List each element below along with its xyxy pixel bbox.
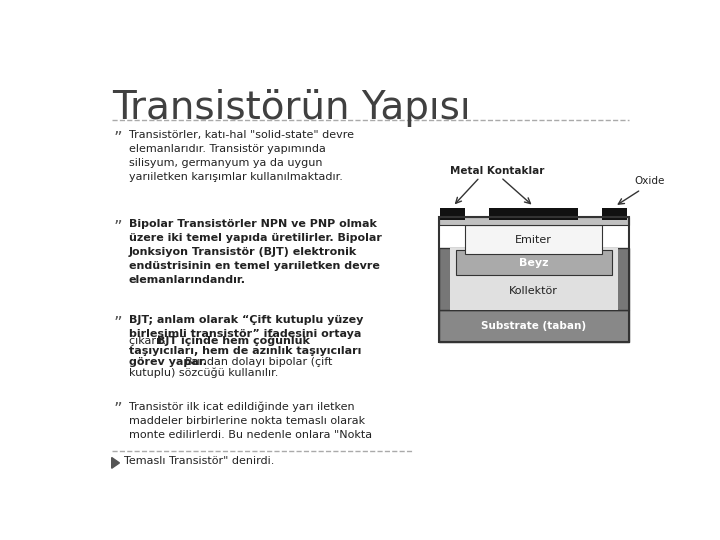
Bar bbox=[438, 309, 629, 342]
Bar bbox=[449, 248, 618, 309]
Text: BJT içinde hem çoğunluk: BJT içinde hem çoğunluk bbox=[158, 336, 310, 346]
Text: Metal Kontaklar: Metal Kontaklar bbox=[450, 166, 544, 176]
Text: Temaslı Transistör" denirdi.: Temaslı Transistör" denirdi. bbox=[124, 456, 274, 466]
Text: Bipolar Transistörler NPN ve PNP olmak
üzere iki temel yapıda üretilirler. Bipol: Bipolar Transistörler NPN ve PNP olmak ü… bbox=[129, 219, 382, 285]
Bar bbox=[465, 225, 602, 254]
Text: ”: ” bbox=[113, 401, 122, 419]
Text: kutuplu) sözcüğü kullanılır.: kutuplu) sözcüğü kullanılır. bbox=[129, 367, 278, 377]
Text: Emiter: Emiter bbox=[516, 234, 552, 245]
Bar bbox=[456, 251, 611, 275]
Bar bbox=[438, 217, 629, 225]
Text: taşıyıcıları, hem de azınlık taşıyıcıları: taşıyıcıları, hem de azınlık taşıyıcılar… bbox=[129, 346, 361, 356]
Text: Beyz: Beyz bbox=[519, 258, 549, 268]
Text: Kollektör: Kollektör bbox=[509, 286, 558, 296]
Text: Oxide: Oxide bbox=[635, 177, 665, 186]
Polygon shape bbox=[112, 457, 120, 468]
Text: Transistörler, katı-hal "solid-state" devre
elemanlarıdır. Transistör yapımında
: Transistörler, katı-hal "solid-state" de… bbox=[129, 130, 354, 183]
Text: çıkarır.: çıkarır. bbox=[129, 336, 170, 346]
Text: Bundan dolayı bipolar (çift: Bundan dolayı bipolar (çift bbox=[184, 356, 332, 367]
Bar bbox=[602, 208, 627, 220]
Text: BJT; anlam olarak “Çift kutuplu yüzey
birleşimli transistör” ifadesini ortaya: BJT; anlam olarak “Çift kutuplu yüzey bi… bbox=[129, 315, 363, 339]
Text: Substrate (taban): Substrate (taban) bbox=[481, 321, 586, 331]
Bar bbox=[438, 248, 629, 309]
Text: Transistörün Yapısı: Transistörün Yapısı bbox=[112, 90, 470, 127]
Text: ”: ” bbox=[113, 315, 122, 333]
Bar bbox=[489, 208, 578, 220]
Bar bbox=[441, 208, 465, 220]
Text: görev yapar.: görev yapar. bbox=[129, 356, 207, 367]
Text: ”: ” bbox=[113, 130, 122, 148]
Text: ”: ” bbox=[113, 219, 122, 237]
Bar bbox=[438, 217, 629, 342]
Text: Transistör ilk icat edildiğinde yarı iletken
maddeler birbirlerine nokta temaslı: Transistör ilk icat edildiğinde yarı ile… bbox=[129, 401, 372, 440]
